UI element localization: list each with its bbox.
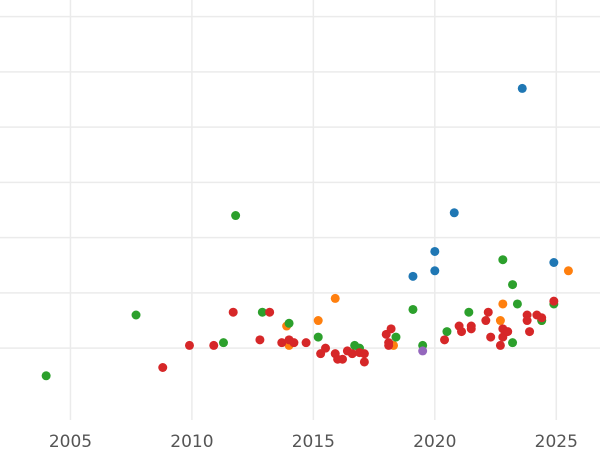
grid: [0, 0, 600, 420]
data-point: [457, 327, 467, 337]
data-point: [418, 346, 428, 356]
data-point: [313, 316, 323, 326]
data-point: [466, 324, 476, 334]
data-point: [498, 299, 508, 309]
data-point: [430, 266, 440, 276]
data-point: [301, 338, 311, 348]
data-point: [218, 338, 228, 348]
data-point: [486, 332, 496, 342]
data-point: [158, 363, 168, 372]
data-point: [464, 307, 474, 317]
data-point: [209, 340, 219, 350]
data-point: [384, 340, 394, 350]
data-point: [131, 310, 141, 320]
data-point: [440, 335, 450, 345]
data-point: [41, 371, 51, 381]
data-point: [228, 307, 238, 317]
data-point: [563, 266, 573, 276]
data-point: [255, 335, 265, 345]
data-point: [257, 307, 267, 317]
data-point: [430, 246, 440, 256]
data-point: [184, 340, 194, 350]
data-point: [525, 327, 535, 337]
data-point: [359, 357, 369, 367]
data-point: [503, 327, 513, 337]
data-point: [512, 299, 522, 309]
x-tick-label: 2005: [49, 432, 92, 450]
data-point: [347, 349, 357, 359]
data-point: [517, 83, 527, 93]
data-point: [284, 318, 294, 328]
data-point: [508, 280, 518, 290]
data-point: [495, 316, 505, 326]
data-point: [481, 316, 491, 326]
data-point: [549, 296, 559, 306]
data-point: [537, 313, 547, 323]
data-point: [442, 327, 452, 337]
data-point: [289, 338, 299, 348]
x-axis-ticks: 2005 2010 2015 2020 2025: [49, 432, 578, 450]
plot-background: [0, 0, 600, 420]
x-tick-label: 2020: [413, 432, 456, 450]
data-point: [338, 354, 348, 364]
data-point: [498, 255, 508, 265]
x-tick-label: 2015: [292, 432, 335, 450]
data-point: [483, 307, 493, 317]
data-point: [549, 258, 559, 267]
x-tick-label: 2025: [535, 432, 578, 450]
data-point: [321, 343, 331, 353]
x-tick-label: 2010: [170, 432, 213, 450]
data-point: [408, 304, 418, 314]
data-point: [495, 340, 505, 350]
data-point: [522, 316, 532, 326]
data-point: [386, 324, 396, 334]
data-point: [231, 211, 241, 221]
data-points: [41, 83, 573, 381]
data-point: [330, 293, 340, 303]
data-point: [359, 349, 369, 359]
data-point: [391, 332, 401, 342]
data-point: [449, 208, 459, 218]
data-point: [408, 271, 418, 281]
data-point: [265, 307, 275, 317]
data-point: [508, 338, 518, 348]
data-point: [313, 332, 323, 342]
data-point: [277, 338, 287, 348]
